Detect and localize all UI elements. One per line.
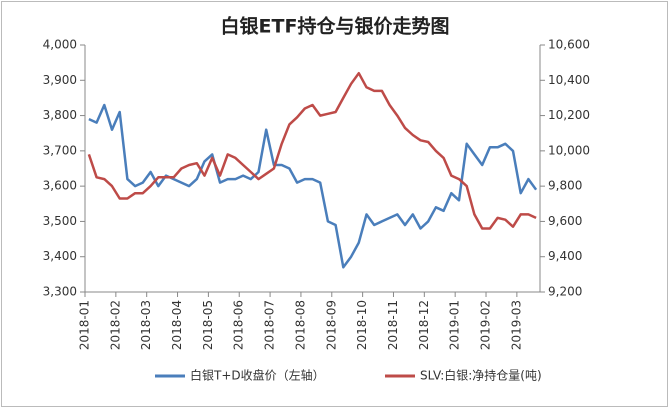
x-tick-label: 2019-02 [479, 300, 493, 350]
x-tick-label: 2019-03 [509, 300, 523, 350]
y2-tick-label: 10,000 [548, 143, 590, 157]
y-tick-label: 4,000 [43, 38, 77, 52]
y-tick-label: 3,700 [43, 143, 77, 157]
x-tick-label: 2018-05 [201, 300, 215, 350]
y-tick-label: 3,800 [43, 108, 77, 122]
x-tick-label: 2018-04 [170, 300, 184, 350]
y-tick-label: 3,400 [43, 249, 77, 263]
x-tick-label: 2018-03 [139, 300, 153, 350]
y2-tick-label: 10,200 [548, 108, 590, 122]
y2-tick-label: 9,400 [548, 249, 582, 263]
y2-tick-label: 10,600 [548, 38, 590, 52]
y2-tick-label: 9,600 [548, 214, 582, 228]
y-tick-label: 3,900 [43, 73, 77, 87]
y-tick-label: 3,300 [43, 285, 77, 299]
x-tick-label: 2018-07 [263, 300, 277, 350]
y2-tick-label: 9,800 [548, 179, 582, 193]
chart-title: 白银ETF持仓与银价走势图 [221, 15, 450, 38]
x-tick-label: 2018-01 [78, 300, 92, 350]
x-tick-label: 2018-09 [324, 300, 338, 350]
legend-label: SLV:白银:净持仓量(吨) [420, 368, 542, 383]
series-line [87, 71, 537, 230]
y2-tick-label: 10,400 [548, 73, 590, 87]
x-tick-label: 2018-10 [355, 300, 369, 350]
x-tick-label: 2018-02 [108, 300, 122, 350]
x-tick-label: 2018-12 [417, 300, 431, 350]
y2-tick-label: 9,200 [548, 285, 582, 299]
legend-label: 白银T+D收盘价（左轴） [190, 368, 325, 383]
x-tick-label: 2018-11 [386, 300, 400, 350]
x-tick-label: 2018-08 [293, 300, 307, 350]
y-tick-label: 3,600 [43, 179, 77, 193]
y-tick-label: 3,500 [43, 214, 77, 228]
x-tick-label: 2018-06 [232, 300, 246, 350]
x-tick-label: 2019-01 [448, 300, 462, 350]
